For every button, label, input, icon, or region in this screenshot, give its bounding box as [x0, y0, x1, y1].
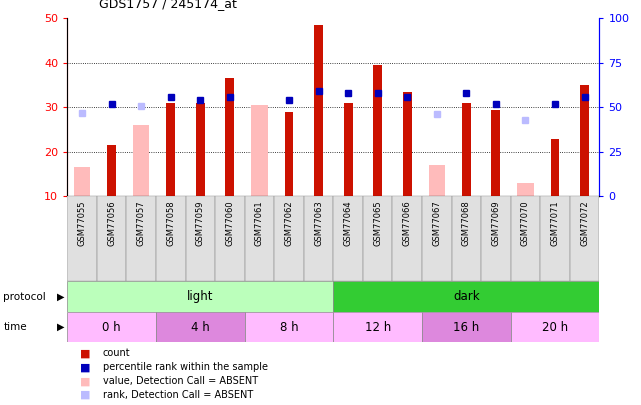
Bar	[392, 196, 422, 281]
Bar	[344, 103, 353, 196]
Text: GSM77069: GSM77069	[492, 201, 501, 246]
Text: GSM77057: GSM77057	[137, 201, 146, 246]
Bar	[403, 92, 412, 196]
Text: value, Detection Call = ABSENT: value, Detection Call = ABSENT	[103, 376, 258, 386]
Text: GSM77059: GSM77059	[196, 201, 205, 246]
Text: ■: ■	[80, 376, 90, 386]
Text: GSM77061: GSM77061	[255, 201, 264, 246]
Bar	[274, 196, 304, 281]
Bar	[570, 196, 599, 281]
Bar	[126, 196, 156, 281]
Bar	[451, 196, 481, 281]
Text: ▶: ▶	[56, 292, 64, 302]
Text: rank, Detection Call = ABSENT: rank, Detection Call = ABSENT	[103, 390, 253, 400]
Bar	[462, 103, 470, 196]
Bar	[196, 103, 204, 196]
Bar	[74, 168, 90, 196]
Text: ■: ■	[80, 348, 90, 358]
Text: time: time	[3, 322, 27, 332]
Text: count: count	[103, 348, 130, 358]
Bar	[133, 125, 149, 196]
Text: GSM77067: GSM77067	[432, 201, 441, 246]
Text: GSM77055: GSM77055	[78, 201, 87, 246]
Bar	[363, 196, 392, 281]
Text: GSM77070: GSM77070	[521, 201, 530, 246]
Bar	[422, 196, 451, 281]
Bar	[373, 65, 382, 196]
Bar	[429, 165, 445, 196]
Text: GSM77071: GSM77071	[551, 201, 560, 246]
Text: 0 h: 0 h	[103, 320, 121, 334]
Bar	[245, 196, 274, 281]
Text: GSM77060: GSM77060	[226, 201, 235, 246]
Text: 20 h: 20 h	[542, 320, 568, 334]
Text: 8 h: 8 h	[279, 320, 298, 334]
Bar	[511, 312, 599, 342]
Bar	[511, 196, 540, 281]
Bar	[333, 196, 363, 281]
Bar	[422, 312, 511, 342]
Bar	[245, 312, 333, 342]
Text: ▶: ▶	[56, 322, 64, 332]
Text: GSM77063: GSM77063	[314, 201, 323, 246]
Bar	[185, 196, 215, 281]
Bar	[481, 196, 511, 281]
Text: light: light	[187, 290, 213, 303]
Text: GSM77072: GSM77072	[580, 201, 589, 246]
Text: GSM77064: GSM77064	[344, 201, 353, 246]
Bar	[492, 109, 501, 196]
Text: GSM77062: GSM77062	[285, 201, 294, 246]
Bar	[226, 78, 235, 196]
Bar	[156, 312, 245, 342]
Text: 4 h: 4 h	[191, 320, 210, 334]
Bar	[67, 312, 156, 342]
Text: 12 h: 12 h	[365, 320, 391, 334]
Bar	[285, 112, 294, 196]
Bar	[166, 103, 175, 196]
Text: 16 h: 16 h	[453, 320, 479, 334]
Text: percentile rank within the sample: percentile rank within the sample	[103, 362, 267, 372]
Bar	[304, 196, 333, 281]
Bar	[580, 85, 589, 196]
Text: GSM77058: GSM77058	[166, 201, 175, 246]
Bar	[251, 105, 267, 196]
Bar	[333, 312, 422, 342]
Bar	[540, 196, 570, 281]
Bar	[314, 25, 323, 196]
Text: GSM77068: GSM77068	[462, 201, 471, 246]
Text: GDS1757 / 245174_at: GDS1757 / 245174_at	[99, 0, 237, 10]
Text: GSM77056: GSM77056	[107, 201, 116, 246]
Text: GSM77065: GSM77065	[373, 201, 382, 246]
Bar	[333, 281, 599, 312]
Text: ■: ■	[80, 390, 90, 400]
Bar	[67, 281, 333, 312]
Text: ■: ■	[80, 362, 90, 372]
Text: dark: dark	[453, 290, 479, 303]
Bar	[107, 145, 116, 196]
Bar	[551, 139, 560, 196]
Bar	[517, 183, 533, 196]
Bar	[215, 196, 245, 281]
Bar	[156, 196, 185, 281]
Bar	[67, 196, 97, 281]
Text: protocol: protocol	[3, 292, 46, 302]
Text: GSM77066: GSM77066	[403, 201, 412, 246]
Bar	[97, 196, 126, 281]
